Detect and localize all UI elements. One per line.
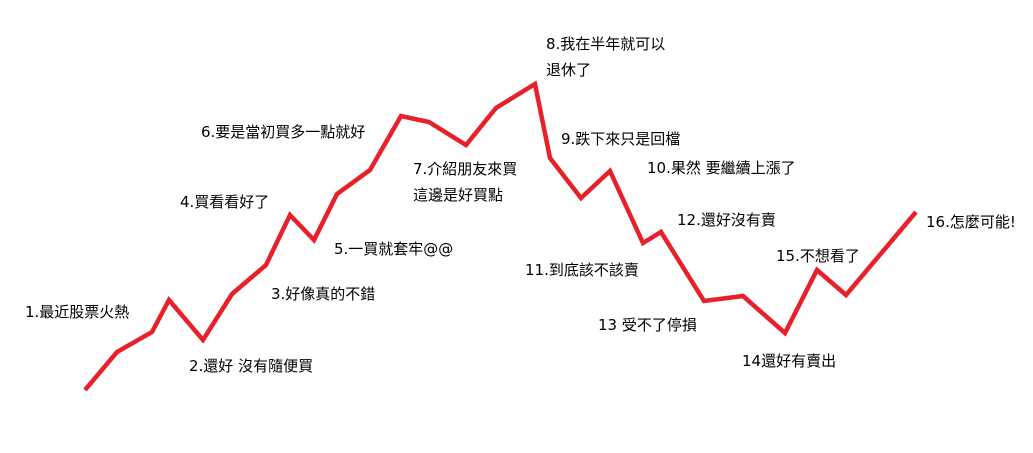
annotation-10-line: 10.果然 要繼續上漲了 xyxy=(647,159,796,177)
annotation-5-line: 5.一買就套牢@@ xyxy=(334,240,454,258)
annotation-10: 10.果然 要繼續上漲了 xyxy=(647,155,796,181)
annotation-11: 11.到底該不該賣 xyxy=(525,257,639,283)
annotation-6: 6.要是當初買多一點就好 xyxy=(201,119,365,145)
annotation-1: 1.最近股票火熱 xyxy=(25,299,129,325)
annotation-11-line: 11.到底該不該賣 xyxy=(525,261,639,279)
annotation-12-line: 12.還好沒有賣 xyxy=(677,211,776,229)
annotation-5: 5.一買就套牢@@ xyxy=(334,236,453,262)
annotation-7-line-1: 7.介紹朋友來買 xyxy=(413,160,518,178)
annotation-13: 13 受不了停損 xyxy=(598,312,697,338)
annotation-8: 8.我在半年就可以 退休了 xyxy=(546,31,665,83)
annotation-8-line-1: 8.我在半年就可以 xyxy=(546,35,666,53)
annotation-9: 9.跌下來只是回檔 xyxy=(561,126,680,152)
annotation-13-line: 13 受不了停損 xyxy=(598,316,697,334)
annotation-14: 14還好有賣出 xyxy=(742,348,836,374)
price-line xyxy=(83,80,918,392)
annotation-2-line: 2.還好 沒有隨便買 xyxy=(189,357,314,375)
annotation-2: 2.還好 沒有隨便買 xyxy=(189,353,313,379)
annotation-14-line: 14還好有賣出 xyxy=(742,352,837,370)
annotation-15: 15.不想看了 xyxy=(776,243,860,269)
annotation-16-line: 16.怎麼可能! xyxy=(926,213,1016,231)
annotation-9-line: 9.跌下來只是回檔 xyxy=(561,130,681,148)
annotation-16: 16.怎麼可能! xyxy=(926,209,1016,235)
annotation-3-line: 3.好像真的不錯 xyxy=(271,285,376,303)
annotation-7: 7.介紹朋友來買 這邊是好買點 xyxy=(413,156,517,208)
annotation-4: 4.買看看好了 xyxy=(180,189,269,215)
annotation-6-line: 6.要是當初買多一點就好 xyxy=(201,123,366,141)
annotation-15-line: 15.不想看了 xyxy=(776,247,860,265)
annotation-12: 12.還好沒有賣 xyxy=(677,207,776,233)
annotation-4-line: 4.買看看好了 xyxy=(180,193,270,211)
annotation-7-line-2: 這邊是好買點 xyxy=(413,186,504,204)
annotation-1-line: 1.最近股票火熱 xyxy=(25,303,130,321)
annotation-3: 3.好像真的不錯 xyxy=(271,281,375,307)
annotation-8-line-2: 退休了 xyxy=(546,61,592,79)
